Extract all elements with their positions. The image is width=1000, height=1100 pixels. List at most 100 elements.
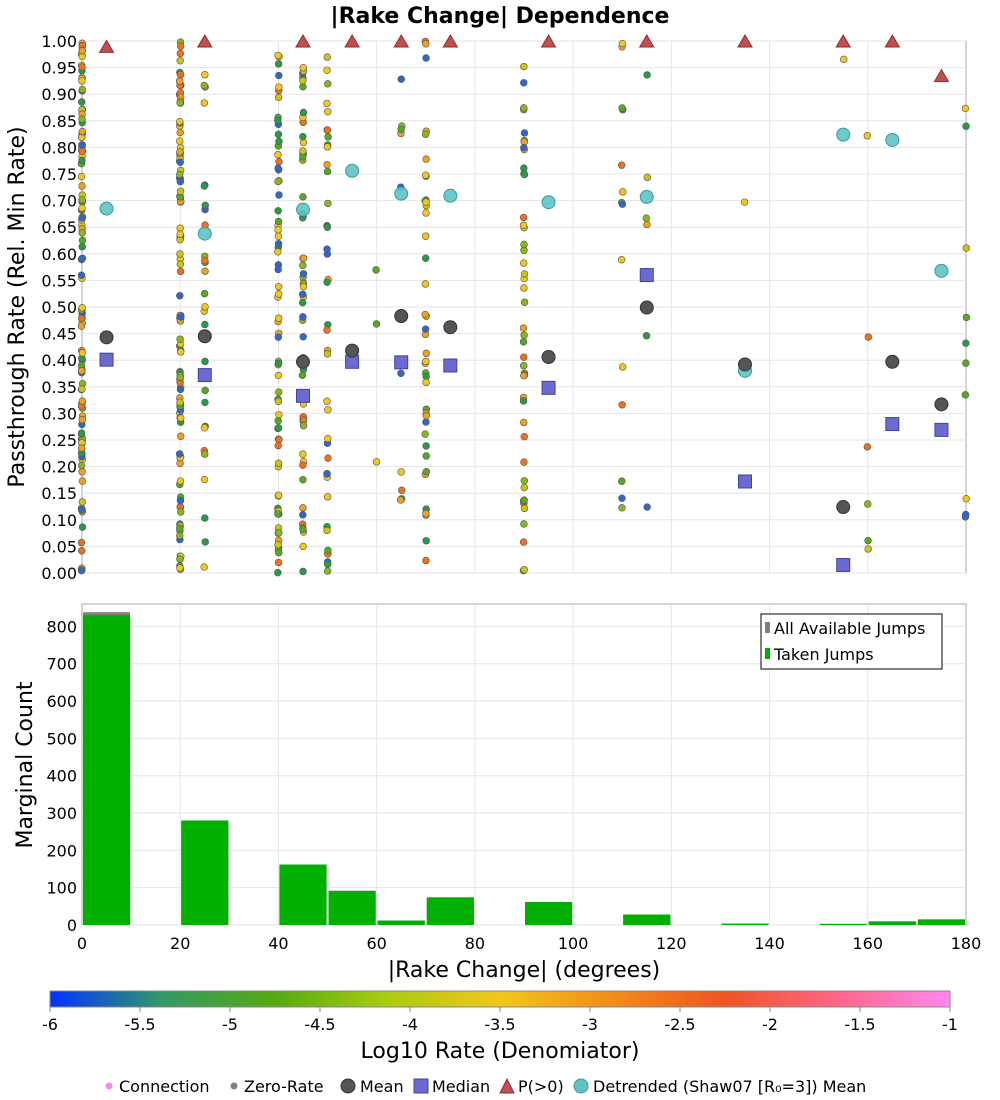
colorbar: -6 -5.5 -5 -4.5 -4 -3.5 -3 -2.5 -2 -1.5 -1 Log10 R…: [42, 990, 958, 1064]
connection-point: [274, 177, 282, 186]
connection-point: [176, 158, 184, 166]
histogram-bars: [83, 612, 965, 925]
connection-point: [176, 398, 184, 406]
p-gt-zero-point: [737, 34, 753, 48]
connection-point: [299, 461, 307, 469]
legend-mean-marker: [340, 1078, 356, 1094]
connection-point: [323, 245, 331, 253]
connection-point: [78, 63, 86, 71]
connection-point: [323, 397, 331, 405]
x-tick-label: 80: [465, 934, 485, 953]
connection-point: [299, 333, 307, 341]
connection-point: [78, 214, 86, 222]
connection-point: [299, 476, 307, 484]
y-tick-label: 0.30: [41, 404, 77, 423]
connection-point: [962, 359, 970, 367]
connection-point: [201, 256, 209, 265]
connection-point: [274, 283, 283, 291]
connection-point: [176, 137, 184, 145]
connection-point: [643, 220, 651, 229]
y-tick-label: 0.90: [41, 85, 77, 104]
connection-point: [520, 240, 528, 249]
mean-point: [934, 397, 949, 412]
histogram-x-ticks: 0 20 40 60 80 100 120 140 160 180: [77, 934, 981, 953]
connection-point: [324, 406, 332, 414]
connection-point: [519, 338, 528, 346]
connection-point: [299, 147, 307, 155]
colorbar-tick-label: -3: [582, 1015, 598, 1034]
x-tick-label: 140: [754, 934, 785, 953]
connection-point: [864, 333, 873, 341]
legend-zero-rate-dot: [230, 1082, 238, 1090]
connection-point: [422, 418, 430, 426]
connection-point: [519, 538, 528, 546]
scatter-y-ticks: 0.00 0.05 0.10 0.15 0.20 0.25 0.30 0.35 0.40 0.45…: [41, 32, 77, 583]
detrended-mean-point: [99, 201, 114, 216]
colorbar-ticks: -6 -5.5 -5 -4.5 -4 -3.5 -3 -2.5 -2 -1.5 -1: [42, 1007, 958, 1034]
connection-point: [519, 397, 528, 405]
connection-point: [643, 173, 652, 182]
x-tick-label: 60: [366, 934, 386, 953]
connection-point: [78, 547, 86, 555]
connection-point: [397, 125, 405, 134]
connection-point: [520, 520, 528, 528]
connection-point: [176, 335, 184, 343]
legend-label-taken-jumps: Taken Jumps: [773, 645, 874, 664]
median-point: [99, 352, 114, 367]
connection-point: [78, 236, 87, 245]
connection-point: [421, 325, 430, 333]
connection-point: [520, 298, 529, 306]
histogram-legend: All Available Jumps Taken Jumps: [760, 613, 943, 670]
connection-point: [323, 126, 332, 134]
connection-point: [78, 523, 87, 531]
colorbar-tick-label: -3.5: [484, 1015, 515, 1034]
connection-point: [177, 414, 185, 422]
connection-point: [176, 373, 185, 382]
connection-point: [520, 79, 528, 87]
connection-point: [275, 71, 283, 80]
y-tick-label: 0.80: [41, 138, 77, 157]
connection-point: [177, 432, 185, 440]
connection-point: [200, 475, 209, 484]
y-tick-label: 100: [46, 879, 77, 898]
detrended-mean-point: [296, 202, 310, 217]
y-tick-label: 0.35: [41, 378, 77, 397]
connection-point: [520, 418, 528, 427]
connection-point: [77, 367, 86, 375]
connection-point: [324, 434, 332, 443]
connection-point: [421, 171, 430, 179]
connection-point: [323, 493, 332, 501]
connection-point: [643, 503, 651, 511]
connection-point: [77, 505, 86, 514]
connection-point: [372, 266, 380, 274]
y-tick-label: 0.05: [41, 537, 77, 556]
connection-point: [274, 424, 283, 432]
connection-point: [323, 326, 331, 334]
connection-point: [78, 349, 87, 357]
p-gt-zero-point: [933, 68, 950, 83]
connection-point: [422, 198, 430, 206]
connection-point: [78, 115, 86, 123]
colorbar-tick-label: -1: [942, 1015, 958, 1034]
connection-point: [397, 75, 405, 83]
bar-taken-jumps: [525, 902, 573, 925]
connection-point: [274, 93, 283, 102]
connection-point: [78, 77, 86, 85]
connection-point: [77, 314, 86, 323]
median-point: [541, 380, 556, 395]
connection-point: [421, 310, 429, 319]
p-gt-zero-point: [835, 34, 852, 48]
connection-point: [175, 170, 184, 179]
connection-point: [520, 170, 529, 179]
connection-point: [78, 204, 86, 212]
x-tick-label: 0: [77, 934, 87, 953]
connection-point: [372, 320, 381, 328]
connection-point: [201, 538, 209, 546]
connection-point: [77, 538, 86, 547]
mean-point: [99, 330, 114, 345]
connection-point: [200, 99, 209, 107]
connection-point: [299, 63, 307, 72]
connection-point: [519, 213, 528, 222]
connection-point: [520, 259, 528, 267]
legend-mean-label: Mean: [360, 1077, 404, 1096]
